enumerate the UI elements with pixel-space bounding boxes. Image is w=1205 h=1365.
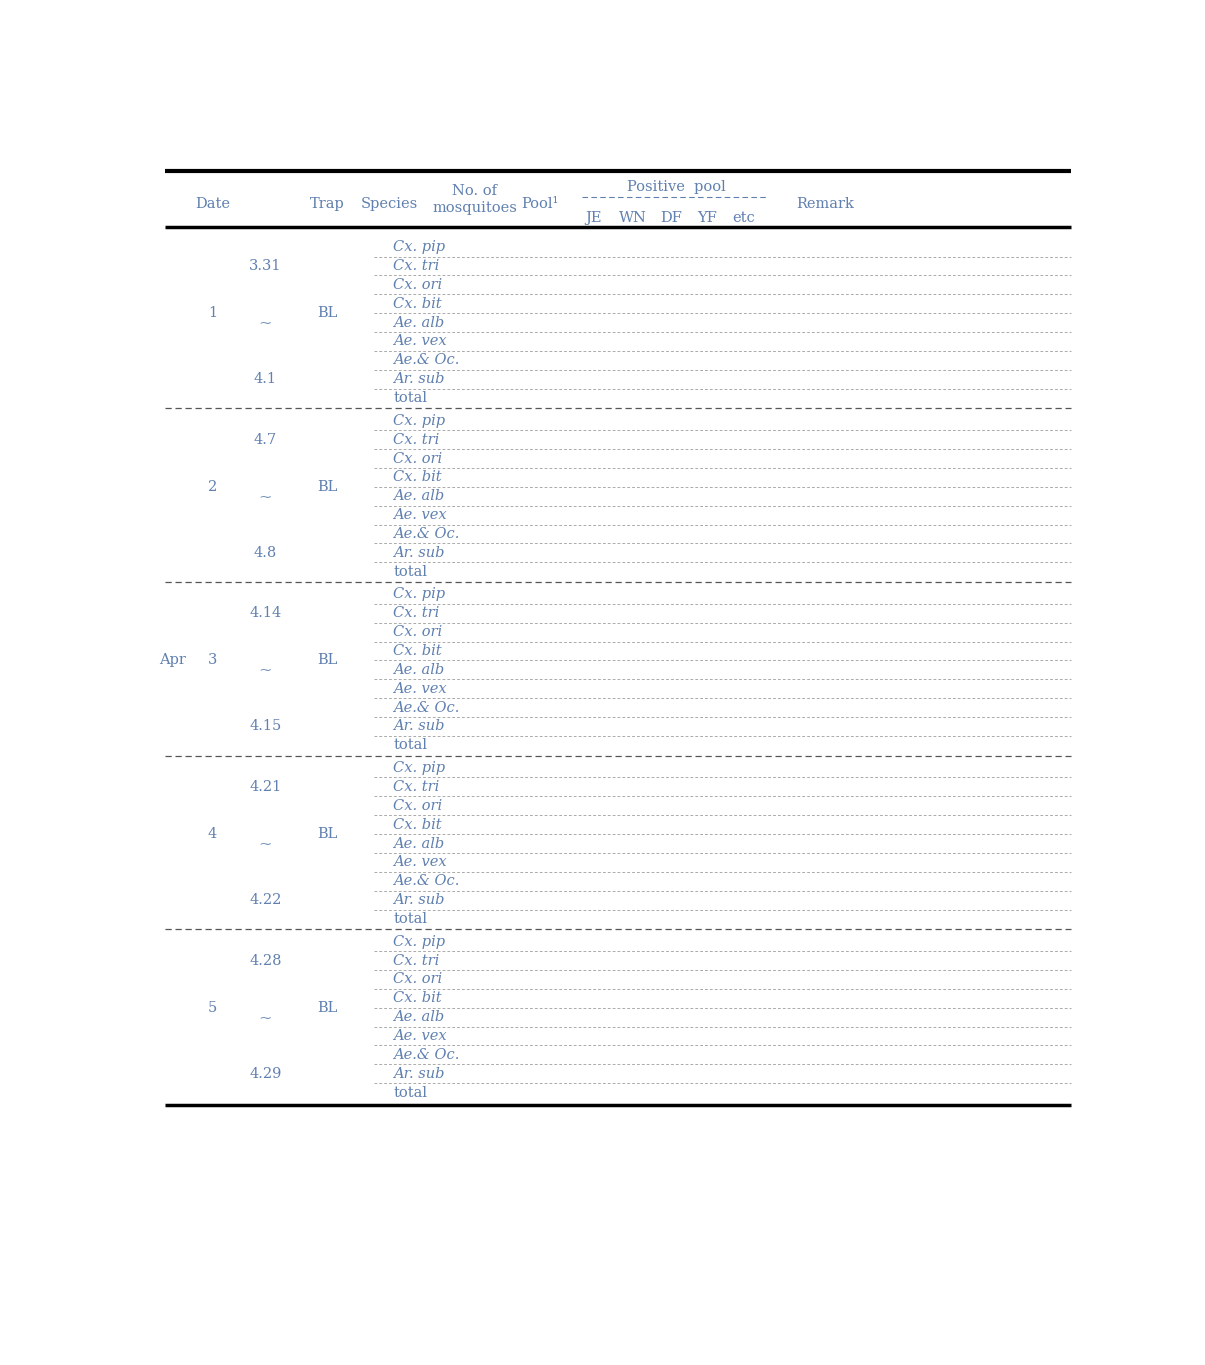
Text: 3.31: 3.31	[249, 259, 282, 273]
Text: Cx. bit: Cx. bit	[393, 991, 442, 1005]
Text: Ae. vex: Ae. vex	[393, 1029, 447, 1043]
Text: Pool¹: Pool¹	[521, 197, 558, 210]
Text: Ar. sub: Ar. sub	[393, 719, 445, 733]
Text: 1: 1	[208, 306, 217, 321]
Text: Cx. tri: Cx. tri	[393, 606, 440, 620]
Text: 4.28: 4.28	[249, 954, 282, 968]
Text: total: total	[393, 1085, 428, 1100]
Text: Ae.& Oc.: Ae.& Oc.	[393, 1048, 459, 1062]
Text: ~: ~	[259, 1009, 272, 1025]
Text: Positive  pool: Positive pool	[627, 180, 725, 194]
Text: BL: BL	[317, 1001, 337, 1014]
Text: YF: YF	[698, 210, 717, 225]
Text: 5: 5	[208, 1001, 217, 1014]
Text: Species: Species	[360, 197, 418, 210]
Text: Ar. sub: Ar. sub	[393, 373, 445, 386]
Text: 2: 2	[208, 480, 217, 494]
Text: Ae. alb: Ae. alb	[393, 837, 445, 850]
Text: Cx. tri: Cx. tri	[393, 779, 440, 794]
Text: Ae.& Oc.: Ae.& Oc.	[393, 527, 459, 541]
Text: ~: ~	[259, 314, 272, 332]
Text: Ae.& Oc.: Ae.& Oc.	[393, 874, 459, 889]
Text: Cx. pip: Cx. pip	[393, 240, 446, 254]
Text: Cx. bit: Cx. bit	[393, 471, 442, 485]
Text: total: total	[393, 390, 428, 405]
Text: Cx. ori: Cx. ori	[393, 278, 442, 292]
Text: Ae.& Oc.: Ae.& Oc.	[393, 700, 459, 715]
Text: Apr: Apr	[159, 654, 186, 667]
Text: Ar. sub: Ar. sub	[393, 1067, 445, 1081]
Text: Cx. ori: Cx. ori	[393, 625, 442, 639]
Text: ~: ~	[259, 835, 272, 852]
Text: JE: JE	[586, 210, 602, 225]
Text: 4.8: 4.8	[254, 546, 277, 560]
Text: 4.7: 4.7	[254, 433, 277, 446]
Text: Cx. ori: Cx. ori	[393, 799, 442, 812]
Text: 4.29: 4.29	[249, 1067, 282, 1081]
Text: Ae. vex: Ae. vex	[393, 334, 447, 348]
Text: 3: 3	[208, 654, 217, 667]
Text: Ae. alb: Ae. alb	[393, 663, 445, 677]
Text: Cx. tri: Cx. tri	[393, 433, 440, 446]
Text: WN: WN	[618, 210, 647, 225]
Text: Cx. bit: Cx. bit	[393, 296, 442, 311]
Text: Cx. bit: Cx. bit	[393, 644, 442, 658]
Text: Cx. ori: Cx. ori	[393, 452, 442, 465]
Text: BL: BL	[317, 654, 337, 667]
Text: BL: BL	[317, 306, 337, 321]
Text: total: total	[393, 738, 428, 752]
Text: 4.22: 4.22	[249, 893, 282, 908]
Text: 4.14: 4.14	[249, 606, 282, 620]
Text: Ae. alb: Ae. alb	[393, 315, 445, 329]
Text: Cx. pip: Cx. pip	[393, 414, 446, 427]
Text: total: total	[393, 565, 428, 579]
Text: No. of
mosquitoes: No. of mosquitoes	[433, 183, 517, 214]
Text: BL: BL	[317, 827, 337, 841]
Text: Cx. pip: Cx. pip	[393, 587, 446, 602]
Text: DF: DF	[660, 210, 682, 225]
Text: Cx. pip: Cx. pip	[393, 762, 446, 775]
Text: Remark: Remark	[797, 197, 854, 210]
Text: Trap: Trap	[310, 197, 345, 210]
Text: Ae. alb: Ae. alb	[393, 489, 445, 504]
Text: 4.15: 4.15	[249, 719, 282, 733]
Text: 4.21: 4.21	[249, 779, 282, 794]
Text: Cx. tri: Cx. tri	[393, 954, 440, 968]
Text: Cx. tri: Cx. tri	[393, 259, 440, 273]
Text: ~: ~	[259, 662, 272, 678]
Text: Ar. sub: Ar. sub	[393, 546, 445, 560]
Text: Ae. vex: Ae. vex	[393, 508, 447, 521]
Text: Cx. pip: Cx. pip	[393, 935, 446, 949]
Text: 4.1: 4.1	[254, 373, 277, 386]
Text: BL: BL	[317, 480, 337, 494]
Text: Ar. sub: Ar. sub	[393, 893, 445, 908]
Text: Date: Date	[195, 197, 230, 210]
Text: Ae.& Oc.: Ae.& Oc.	[393, 354, 459, 367]
Text: Ae. vex: Ae. vex	[393, 681, 447, 696]
Text: Ae. vex: Ae. vex	[393, 856, 447, 870]
Text: 4: 4	[208, 827, 217, 841]
Text: Cx. ori: Cx. ori	[393, 972, 442, 987]
Text: ~: ~	[259, 487, 272, 505]
Text: Ae. alb: Ae. alb	[393, 1010, 445, 1024]
Text: etc: etc	[733, 210, 754, 225]
Text: total: total	[393, 912, 428, 925]
Text: Cx. bit: Cx. bit	[393, 818, 442, 831]
